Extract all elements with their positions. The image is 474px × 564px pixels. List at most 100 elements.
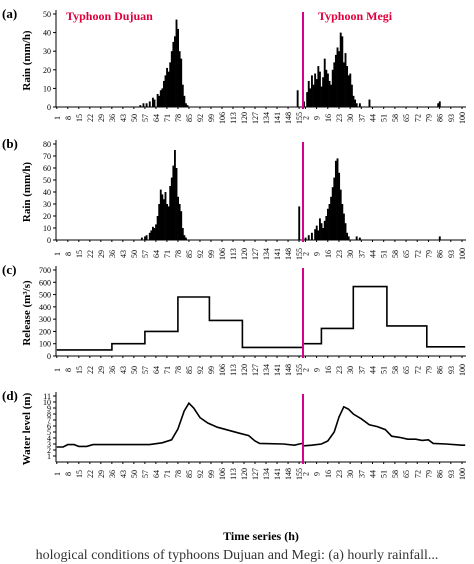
x-tick-label: 120 xyxy=(240,364,249,376)
y-tick-label: 50 xyxy=(43,176,51,185)
megi-rain-bar xyxy=(328,80,331,107)
y-tick-label: 80 xyxy=(43,140,51,149)
x-tick-label: 120 xyxy=(240,468,249,480)
y-tick-label: 600 xyxy=(39,278,51,287)
y-tick-label: 100 xyxy=(39,340,51,349)
x-tick-label: 8 xyxy=(64,368,73,372)
megi-rain-bar xyxy=(334,54,337,107)
dujuan-rain-bar xyxy=(145,103,148,107)
x-tick-label: 78 xyxy=(174,470,183,478)
dujuan-rain-bar xyxy=(162,199,165,240)
megi-rain-bar xyxy=(310,232,313,240)
y-tick-label: 5 xyxy=(47,428,51,437)
x-tick-label: 15 xyxy=(75,470,84,478)
megi-rain-bar xyxy=(346,66,349,107)
x-tick-label: 36 xyxy=(108,114,117,122)
x-tick-label: 9 xyxy=(313,368,322,372)
x-tick-label: 92 xyxy=(196,366,205,374)
x-tick-label: 36 xyxy=(108,250,117,258)
megi-rain-bar xyxy=(358,237,361,240)
x-tick-label: 148 xyxy=(284,112,293,124)
megi-rain-bar xyxy=(320,86,323,107)
x-tick-label: 29 xyxy=(97,114,106,122)
y-tick-label: 40 xyxy=(43,188,51,197)
dujuan-rain-bar xyxy=(164,75,167,107)
dujuan-rain-bar xyxy=(183,235,186,240)
x-tick-label: 58 xyxy=(391,366,400,374)
y-tick-label: 6 xyxy=(47,422,51,431)
x-tick-label: 51 xyxy=(380,366,389,374)
x-tick-label: 100 xyxy=(458,248,467,260)
typhoon-megi-label: Typhoon Megi xyxy=(318,9,393,23)
x-tick-label: 1 xyxy=(53,368,62,372)
x-tick-label: 58 xyxy=(391,470,400,478)
megi-rain-bar xyxy=(325,216,328,240)
x-tick-label: 23 xyxy=(335,366,344,374)
dujuan-rain-bar xyxy=(142,103,145,107)
x-tick-label: 92 xyxy=(196,250,205,258)
dujuan-rain-bar xyxy=(153,99,156,107)
dujuan-rain-bar xyxy=(158,204,161,240)
x-tick-label: 37 xyxy=(357,114,366,122)
x-tick-label: 100 xyxy=(458,364,467,376)
dujuan-rain-bar xyxy=(164,192,167,240)
x-tick-label: 57 xyxy=(141,114,150,122)
megi-rain-bar xyxy=(355,103,358,107)
x-tick-label: 43 xyxy=(119,250,128,258)
dujuan-rain-bar xyxy=(169,186,172,240)
y-tick-label: 9 xyxy=(47,404,51,413)
x-tick-label: 22 xyxy=(86,114,95,122)
panel-label-d: (d) xyxy=(2,388,18,403)
dujuan-rain-bar xyxy=(159,90,162,107)
x-tick-label: 127 xyxy=(251,112,260,124)
x-tick-label: 85 xyxy=(185,114,194,122)
dujuan-rain-bar xyxy=(161,88,164,107)
x-tick-label: 44 xyxy=(369,114,378,122)
dujuan-rain-bar xyxy=(151,226,154,240)
x-tick-label: 85 xyxy=(185,366,194,374)
megi-rain-bar xyxy=(325,69,328,107)
x-tick-label: 72 xyxy=(413,114,422,122)
dujuan-rain-bar xyxy=(140,237,143,240)
megi-rain-bar xyxy=(438,236,441,240)
x-tick-label: 106 xyxy=(218,112,227,124)
x-tick-label: 2 xyxy=(301,472,310,476)
dujuan-rain-bar xyxy=(167,206,170,240)
megi-rain-bar xyxy=(342,213,345,240)
dujuan-rain-bar xyxy=(181,228,184,240)
y-tick-label: 40 xyxy=(43,29,51,38)
caption-fragment: hological conditions of typhoons Dujuan … xyxy=(35,548,439,563)
x-tick-label: 16 xyxy=(324,250,333,258)
y-tick-label: 2 xyxy=(47,446,51,455)
x-tick-label: 78 xyxy=(174,366,183,374)
x-tick-label: 30 xyxy=(346,250,355,258)
y-tick-label: 0 xyxy=(47,352,51,361)
megi-rain-bar xyxy=(306,92,309,107)
megi-rain-bar xyxy=(344,53,347,107)
dujuan-rain-bar xyxy=(170,51,173,107)
panel-label-a: (a) xyxy=(2,6,17,21)
y-axis-label-b: Rain (mm/h) xyxy=(21,162,33,223)
dujuan-rain-bar xyxy=(172,165,175,240)
x-tick-label: 113 xyxy=(229,364,238,376)
x-tick-label: 148 xyxy=(284,364,293,376)
megi-rain-bar xyxy=(309,88,312,107)
x-tick-label: 43 xyxy=(119,470,128,478)
dujuan-series-line xyxy=(56,296,303,351)
x-tick-label: 64 xyxy=(152,366,161,374)
x-tick-label: 15 xyxy=(75,366,84,374)
x-tick-label: 65 xyxy=(402,470,411,478)
x-tick-label: 50 xyxy=(130,470,139,478)
y-tick-label: 4 xyxy=(47,434,51,443)
megi-rain-bar xyxy=(317,230,320,240)
y-tick-label: 7 xyxy=(47,416,51,425)
x-tick-label: 79 xyxy=(424,366,433,374)
x-tick-label: 106 xyxy=(218,364,227,376)
x-tick-label: 30 xyxy=(346,366,355,374)
dujuan-rain-bar xyxy=(170,177,173,240)
megi-rain-bar xyxy=(326,208,329,240)
x-axis-title: Time series (h) xyxy=(223,529,299,543)
x-tick-label: 79 xyxy=(424,250,433,258)
x-tick-label: 22 xyxy=(86,250,95,258)
x-tick-label: 113 xyxy=(229,248,238,260)
